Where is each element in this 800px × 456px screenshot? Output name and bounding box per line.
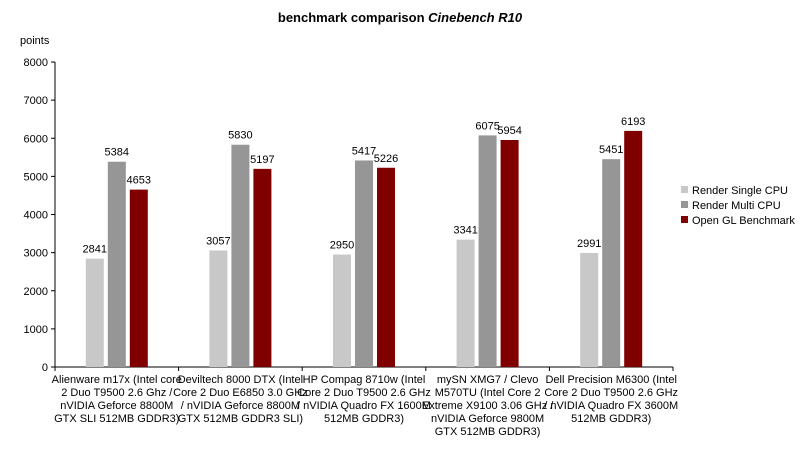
legend-swatch [681,186,688,193]
y-tick-label: 4000 [24,210,48,222]
value-label: 5384 [105,147,129,159]
legend-swatch [681,216,688,223]
y-tick-label: 0 [42,362,48,374]
legend-swatch [681,201,688,208]
y-tick-label: 7000 [24,95,48,107]
y-tick-label: 2000 [24,286,48,298]
value-label: 6193 [621,116,645,128]
y-axis-label: points [20,35,50,47]
bar [456,239,475,367]
legend-label: Open GL Benchmark [692,215,795,227]
y-tick-label: 3000 [24,248,48,260]
x-tick-label: mySN XMG7 / Clevo M570TU (Intel Core 2 Ext… [422,374,554,438]
y-tick-label: 1000 [24,324,48,336]
x-tick-label: HP Compag 8710w (Intel Core 2 Duo T9500 2… [297,374,431,425]
bar [377,167,395,367]
bar [85,258,104,367]
value-label: 3057 [206,235,230,247]
bar [500,140,519,367]
value-label: 2991 [577,238,601,250]
bar [107,161,126,367]
x-tick-label: Dell Precision M6300 (Intel Core 2 Duo T9… [544,374,678,425]
value-label: 5954 [497,125,521,137]
x-tick-label: Alienware m17x (Intel core 2 Duo T9500 2.… [52,374,182,425]
bar [602,159,621,367]
value-label: 5226 [374,153,398,165]
bar [129,189,148,367]
bar [231,144,250,367]
value-label: 5197 [250,154,274,166]
x-tick-label: Deviltech 8000 DTX (Intel Core 2 Duo E685… [173,374,308,425]
bar [624,130,643,367]
bar [209,250,228,367]
bar [478,135,497,367]
value-label: 5417 [352,145,376,157]
legend-label: Render Single CPU [692,185,788,197]
bar [253,168,272,367]
y-tick-label: 8000 [24,57,48,69]
chart-title: benchmark comparison Cinebench R10 [278,10,523,25]
legend-label: Render Multi CPU [692,200,781,212]
bar [355,160,373,367]
value-label: 5830 [228,130,252,142]
value-label: 6075 [475,120,499,132]
value-label: 2841 [83,244,107,256]
value-label: 5451 [599,144,623,156]
bar [580,252,599,367]
title-italic: Cinebench R10 [428,10,523,25]
title-text: benchmark comparison [278,10,425,25]
value-label: 3341 [453,225,477,237]
y-tick-label: 5000 [24,171,48,183]
value-label: 4653 [127,175,151,187]
bar [333,254,351,367]
y-tick-label: 6000 [24,133,48,145]
value-label: 2950 [330,240,354,252]
